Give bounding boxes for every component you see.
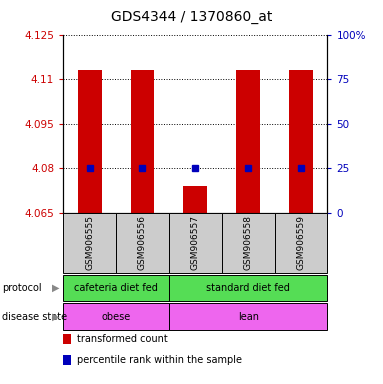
Bar	[289, 70, 313, 213]
Text: GSM906556: GSM906556	[138, 215, 147, 270]
Text: lean: lean	[238, 312, 259, 322]
Text: percentile rank within the sample: percentile rank within the sample	[77, 355, 242, 365]
Text: protocol: protocol	[2, 283, 41, 293]
Text: ▶: ▶	[52, 283, 59, 293]
Text: obese: obese	[101, 312, 131, 322]
Text: cafeteria diet fed: cafeteria diet fed	[74, 283, 158, 293]
Text: ▶: ▶	[52, 312, 59, 322]
Text: GSM906559: GSM906559	[296, 215, 306, 270]
Bar	[131, 70, 154, 213]
Bar	[183, 186, 207, 213]
Text: GDS4344 / 1370860_at: GDS4344 / 1370860_at	[111, 10, 272, 23]
Text: GSM906557: GSM906557	[191, 215, 200, 270]
Bar	[236, 70, 260, 213]
Text: standard diet fed: standard diet fed	[206, 283, 290, 293]
Text: disease state: disease state	[2, 312, 67, 322]
Bar	[78, 70, 101, 213]
Text: transformed count: transformed count	[77, 334, 167, 344]
Text: GSM906558: GSM906558	[244, 215, 253, 270]
Text: GSM906555: GSM906555	[85, 215, 94, 270]
